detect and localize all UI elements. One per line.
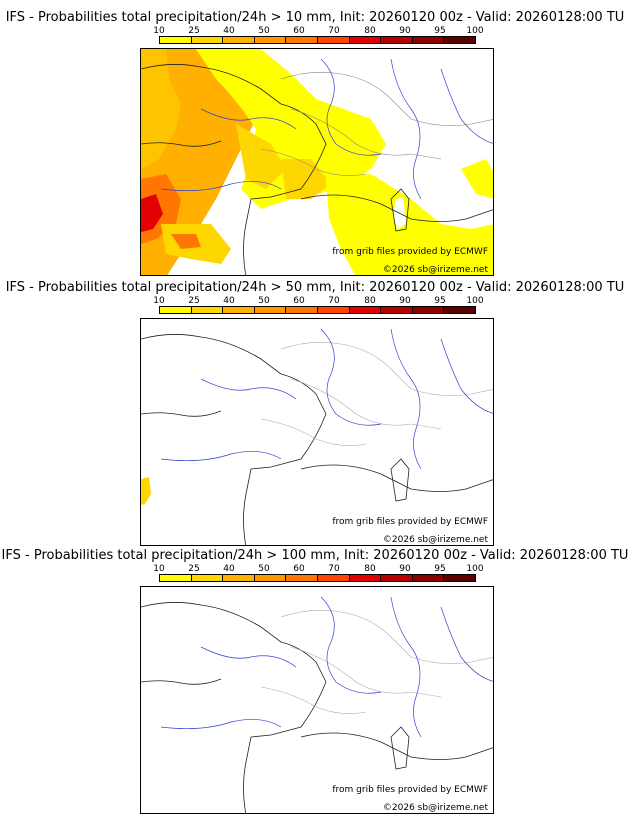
legend-tick: 25 <box>188 296 200 306</box>
data-source-credit: from grib files provided by ECMWF <box>332 785 488 795</box>
legend-swatch <box>381 37 413 43</box>
legend-swatch <box>444 575 475 581</box>
legend-tick: 80 <box>364 564 376 574</box>
map-graphic <box>141 328 493 545</box>
legend-swatch <box>444 37 475 43</box>
legend-tick: 90 <box>399 564 411 574</box>
legend-tick: 60 <box>293 26 305 36</box>
copyright-credit: ©2026 sb@irizeme.net <box>382 265 488 275</box>
map-title: IFS - Probabilities total precipitation/… <box>5 280 625 295</box>
legend-swatch <box>254 37 287 43</box>
legend-swatch <box>191 307 224 313</box>
legend-swatch <box>286 307 318 313</box>
probability-color-bar <box>159 36 476 44</box>
legend-swatch <box>191 37 224 43</box>
legend-tick-labels: 10 25 40 50 60 70 80 90 95 100 <box>0 26 630 36</box>
legend-tick: 10 <box>153 26 165 36</box>
legend-tick: 100 <box>466 26 484 36</box>
legend-tick: 25 <box>188 564 200 574</box>
legend-swatch <box>286 575 318 581</box>
legend-swatch <box>254 575 287 581</box>
legend-tick: 50 <box>258 26 270 36</box>
legend-tick: 100 <box>466 564 484 574</box>
probability-color-bar <box>159 306 476 314</box>
legend-swatch <box>223 307 255 313</box>
legend-swatch <box>381 575 413 581</box>
copyright-credit: ©2026 sb@irizeme.net <box>382 803 488 813</box>
legend-tick: 40 <box>223 296 235 306</box>
legend-swatch <box>223 37 255 43</box>
probability-map: from grib files provided by ECMWF ©2026 … <box>140 48 494 276</box>
legend-tick: 70 <box>328 26 340 36</box>
legend-swatch <box>160 575 192 581</box>
map-panel-100mm: IFS - Probabilities total precipitation/… <box>0 538 630 828</box>
legend-swatch <box>160 37 192 43</box>
legend-tick: 70 <box>328 564 340 574</box>
legend-tick-labels: 10 25 40 50 60 70 80 90 95 100 <box>0 564 630 574</box>
legend-swatch <box>349 37 382 43</box>
legend-swatch <box>191 575 224 581</box>
legend-tick: 80 <box>364 26 376 36</box>
legend-swatch <box>444 307 475 313</box>
probability-map: from grib files provided by ECMWF ©2026 … <box>140 318 494 546</box>
legend-tick: 100 <box>466 296 484 306</box>
map-graphic <box>141 49 493 275</box>
legend-swatch <box>317 575 350 581</box>
legend-tick: 95 <box>434 564 446 574</box>
legend-tick: 50 <box>258 296 270 306</box>
legend-swatch <box>317 37 350 43</box>
legend-swatch <box>254 307 287 313</box>
legend-swatch <box>412 307 445 313</box>
legend-tick: 50 <box>258 564 270 574</box>
legend-swatch <box>223 575 255 581</box>
legend-tick: 60 <box>293 296 305 306</box>
legend-swatch <box>412 37 445 43</box>
legend-tick: 70 <box>328 296 340 306</box>
copyright-credit: ©2026 sb@irizeme.net <box>382 535 488 545</box>
legend-swatch <box>160 307 192 313</box>
map-title: IFS - Probabilities total precipitation/… <box>1 548 629 563</box>
legend-tick: 95 <box>434 26 446 36</box>
map-panel-10mm: IFS - Probabilities total precipitation/… <box>0 0 630 280</box>
legend-swatch <box>412 575 445 581</box>
legend-tick: 10 <box>153 564 165 574</box>
legend-tick: 80 <box>364 296 376 306</box>
legend-tick: 40 <box>223 564 235 574</box>
legend-tick: 90 <box>399 26 411 36</box>
data-source-credit: from grib files provided by ECMWF <box>332 247 488 257</box>
legend-swatch <box>317 307 350 313</box>
legend-swatch <box>286 37 318 43</box>
legend-tick: 90 <box>399 296 411 306</box>
legend-swatch <box>349 575 382 581</box>
legend-tick-labels: 10 25 40 50 60 70 80 90 95 100 <box>0 296 630 306</box>
legend-swatch <box>349 307 382 313</box>
legend-tick: 95 <box>434 296 446 306</box>
data-source-credit: from grib files provided by ECMWF <box>332 517 488 527</box>
legend-swatch <box>381 307 413 313</box>
legend-tick: 60 <box>293 564 305 574</box>
map-title: IFS - Probabilities total precipitation/… <box>5 10 625 25</box>
legend-tick: 25 <box>188 26 200 36</box>
map-panel-50mm: IFS - Probabilities total precipitation/… <box>0 270 630 550</box>
probability-color-bar <box>159 574 476 582</box>
probability-map: from grib files provided by ECMWF ©2026 … <box>140 586 494 814</box>
legend-tick: 40 <box>223 26 235 36</box>
map-graphic <box>141 596 493 813</box>
legend-tick: 10 <box>153 296 165 306</box>
